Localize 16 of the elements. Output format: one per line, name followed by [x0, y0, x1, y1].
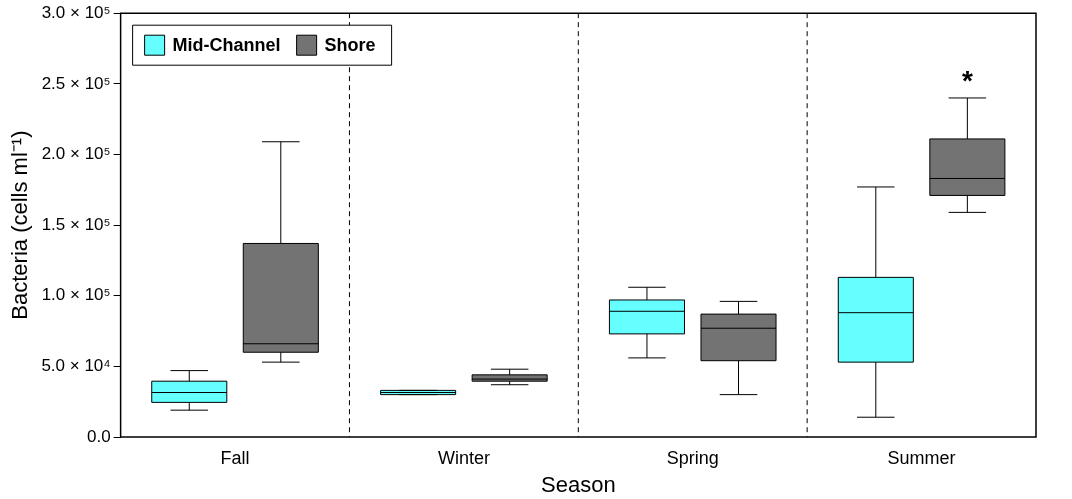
- x-tick-label: Summer: [887, 447, 956, 468]
- x-axis-title: Season: [541, 471, 616, 497]
- legend-label: Shore: [324, 35, 376, 56]
- y-tick-label: 1.0 × 10⁵: [41, 285, 111, 305]
- annotation: *: [961, 64, 973, 96]
- y-tick-label: 2.0 × 10⁵: [41, 144, 111, 164]
- y-tick-label: 2.5 × 10⁵: [41, 73, 111, 93]
- y-tick-label: 5.0 × 10⁴: [41, 356, 111, 376]
- x-tick-label: Spring: [666, 447, 719, 468]
- legend-label: Mid-Channel: [172, 35, 281, 56]
- y-tick-label: 3.0 × 10⁵: [41, 2, 111, 22]
- y-axis-title: Bacteria (cells ml⁻¹): [7, 130, 33, 320]
- y-tick-label: 0.0: [86, 426, 111, 446]
- x-tick-label: Fall: [220, 447, 250, 468]
- y-tick-label: 1.5 × 10⁵: [41, 214, 111, 234]
- x-tick-label: Winter: [437, 447, 490, 468]
